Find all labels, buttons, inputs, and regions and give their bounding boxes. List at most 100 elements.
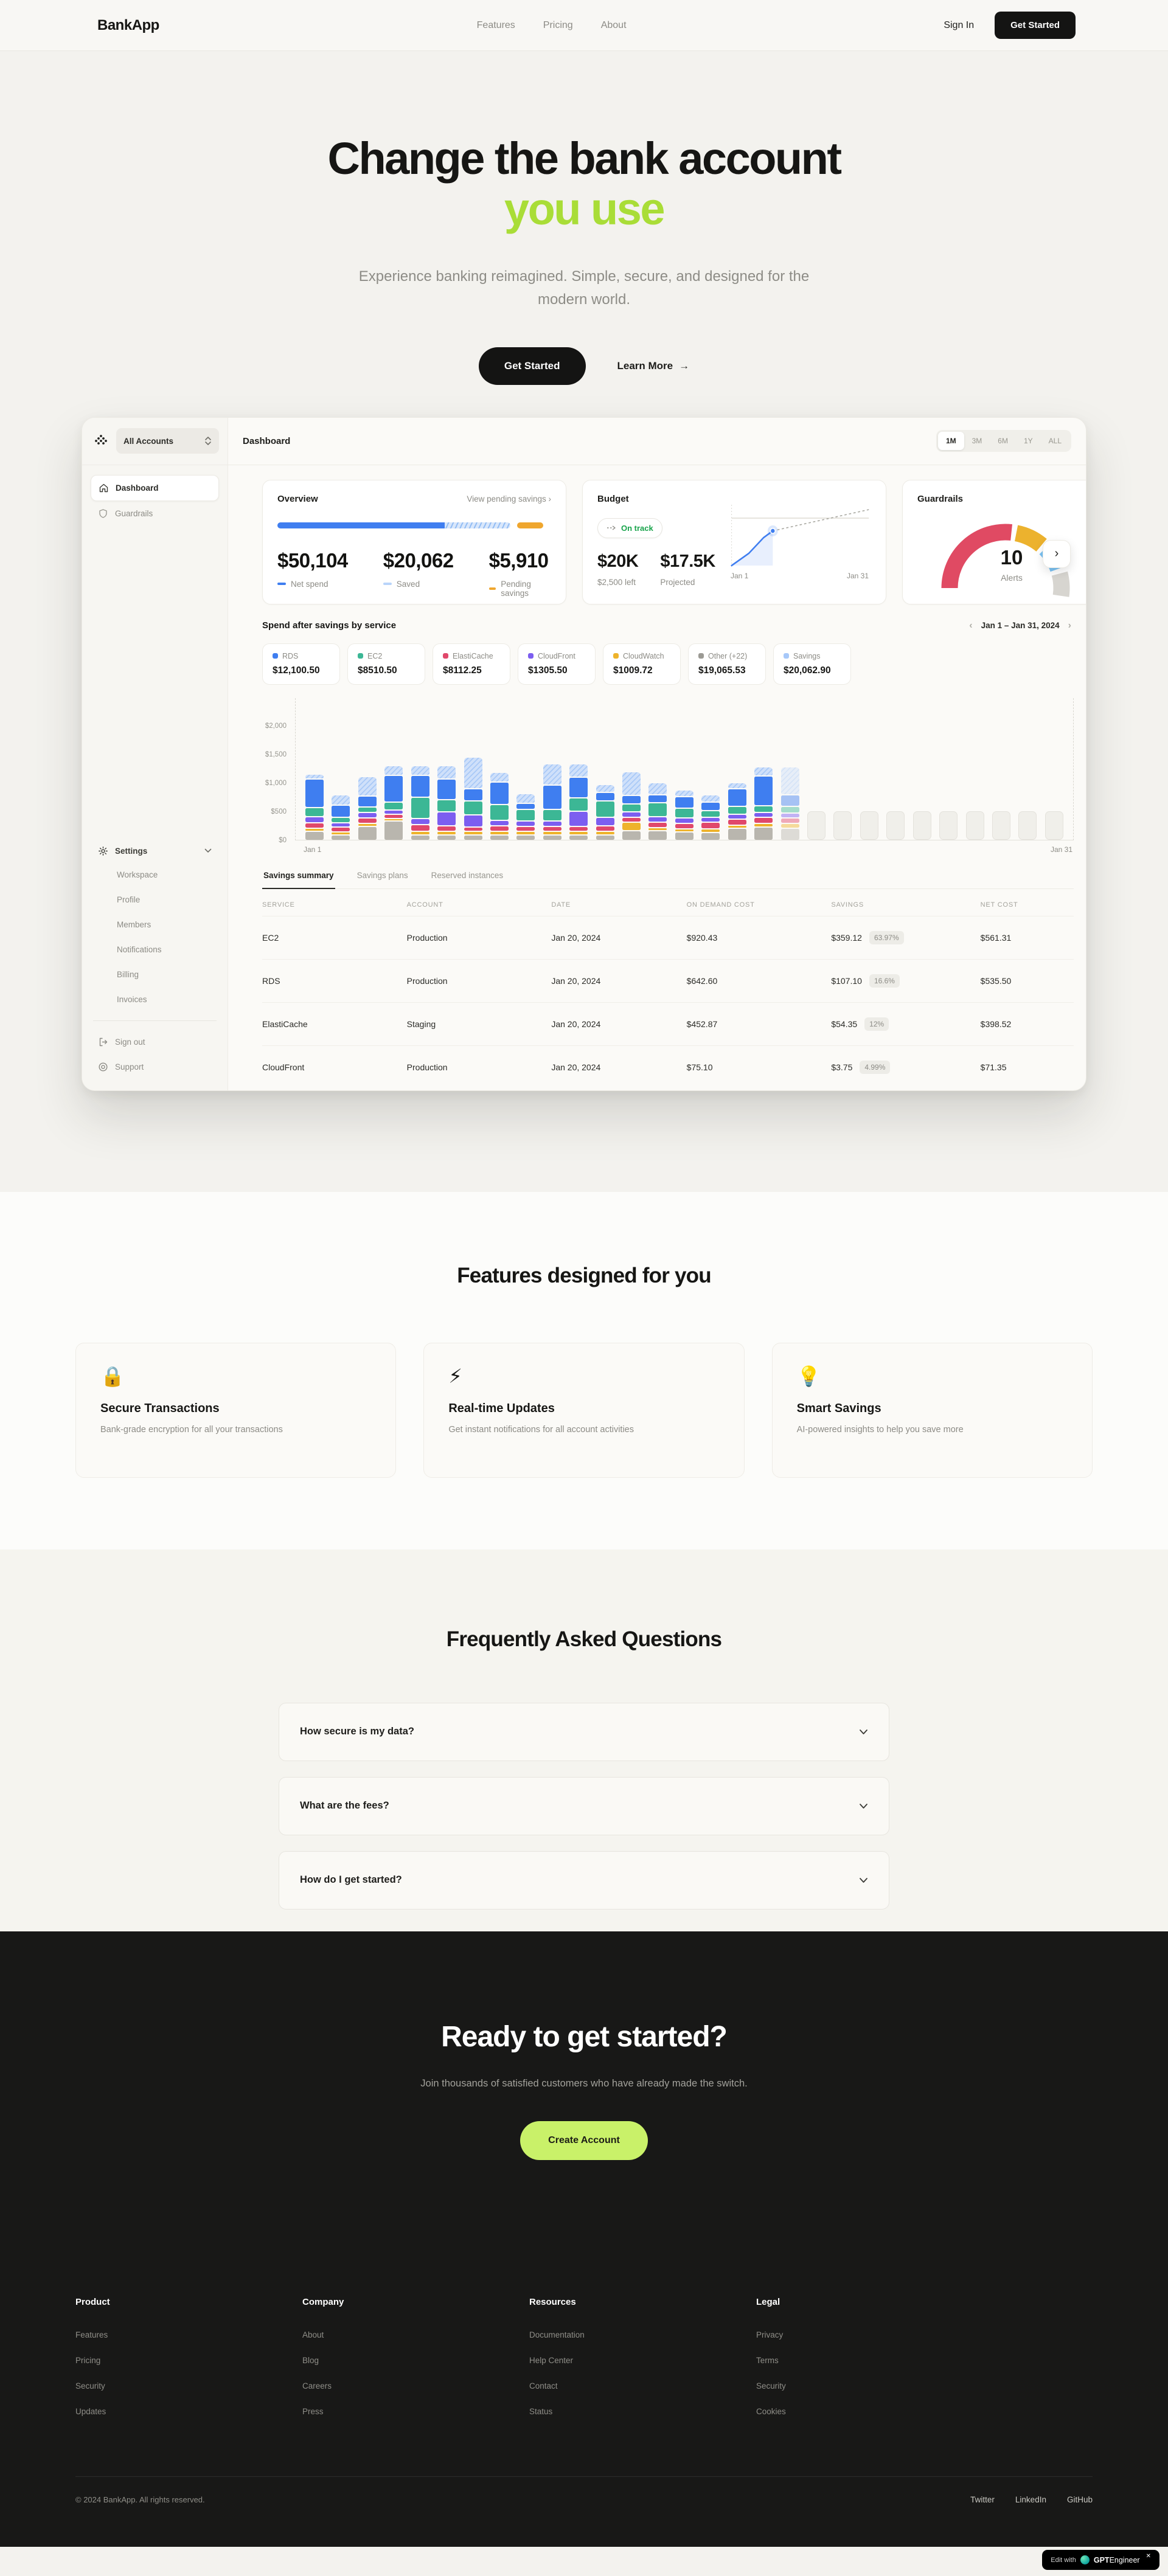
- footer-link[interactable]: Careers: [302, 2381, 332, 2391]
- sidebar-item-sign-out[interactable]: Sign out: [91, 1030, 219, 1054]
- footer: Product Features Pricing Security Updates Co…: [0, 2228, 1168, 2547]
- stacked-bar[interactable]: [675, 790, 693, 840]
- time-range-pill[interactable]: ALL: [1041, 432, 1069, 450]
- sidebar-subitem[interactable]: Notifications: [117, 944, 162, 954]
- stacked-bar[interactable]: [543, 764, 561, 840]
- table-column-header: ON DEMAND COST: [686, 901, 755, 909]
- brand-logo[interactable]: BankApp: [97, 16, 159, 33]
- footer-link[interactable]: Pricing: [75, 2355, 101, 2365]
- app-logo-icon: [95, 435, 107, 445]
- stacked-bar[interactable]: [490, 772, 509, 840]
- sidebar-subitem[interactable]: Workspace: [117, 870, 158, 879]
- table-row[interactable]: RDS Production Jan 20, 2024 $642.60 $107.10…: [262, 958, 1074, 1002]
- footer-link[interactable]: Cookies: [756, 2406, 786, 2416]
- features-section: Features designed for you 🔒 Secure Trans…: [0, 1191, 1168, 1549]
- hero-section: Change the bank account you use Experienc…: [0, 51, 1168, 1091]
- faq-section: Frequently Asked Questions How secure is…: [0, 1549, 1168, 1931]
- hero-get-started-button[interactable]: Get Started: [478, 347, 586, 385]
- table-tab[interactable]: Savings plans: [356, 870, 408, 880]
- sidebar-subitem[interactable]: Billing: [117, 969, 139, 979]
- nav-link[interactable]: Features: [476, 19, 515, 30]
- sidebar-item-dashboard[interactable]: Dashboard: [91, 474, 219, 501]
- learn-more-link[interactable]: Learn More →: [617, 359, 690, 372]
- sidebar-item-guardrails[interactable]: Guardrails: [91, 501, 219, 526]
- table-row[interactable]: EC2 Production Jan 20, 2024 $920.43 $359.12…: [262, 915, 1074, 959]
- stacked-bar[interactable]: [648, 783, 667, 840]
- life-ring-icon: [99, 1062, 108, 1072]
- footer-link[interactable]: Press: [302, 2406, 324, 2416]
- footer-link[interactable]: Terms: [756, 2355, 779, 2365]
- footer-link[interactable]: Features: [75, 2330, 108, 2339]
- service-chip[interactable]: Other (+22) $19,065.53: [688, 643, 766, 685]
- next-period-button[interactable]: ›: [1068, 620, 1071, 631]
- feature-card: 💡 Smart Savings AI-powered insights to h…: [771, 1342, 1093, 1478]
- stacked-bar[interactable]: [358, 777, 377, 840]
- sign-in-link[interactable]: Sign In: [944, 19, 975, 30]
- nav-link[interactable]: Pricing: [543, 19, 573, 30]
- service-chip[interactable]: EC2 $8510.50: [347, 643, 425, 685]
- gear-icon: [99, 846, 108, 856]
- stacked-bar[interactable]: [701, 795, 720, 840]
- footer-link[interactable]: Help Center: [529, 2355, 574, 2365]
- stacked-bar[interactable]: [516, 794, 535, 840]
- footer-link[interactable]: Blog: [302, 2355, 319, 2365]
- social-link[interactable]: GitHub: [1066, 2495, 1093, 2504]
- stacked-bar[interactable]: [464, 757, 482, 840]
- view-pending-savings-link[interactable]: View pending savings ›: [467, 494, 551, 504]
- stacked-bar[interactable]: [569, 764, 588, 840]
- sidebar-subitem[interactable]: Members: [117, 919, 151, 929]
- service-chip[interactable]: CloudWatch $1009.72: [603, 643, 681, 685]
- faq-item[interactable]: How secure is my data?: [279, 1702, 889, 1761]
- faq-item[interactable]: What are the fees?: [279, 1776, 889, 1835]
- nav-link[interactable]: About: [600, 19, 627, 30]
- account-switcher[interactable]: All Accounts: [116, 428, 219, 454]
- footer-link[interactable]: Security: [756, 2381, 786, 2391]
- get-started-button[interactable]: Get Started: [995, 12, 1076, 39]
- stacked-bar[interactable]: [780, 767, 799, 840]
- cards-next-button[interactable]: ›: [1043, 539, 1071, 568]
- table-row[interactable]: ElastiCache Staging Jan 20, 2024 $452.87 $5…: [262, 1002, 1074, 1045]
- feature-icon: ⚡: [448, 1365, 462, 1387]
- stacked-bar[interactable]: [411, 766, 429, 840]
- time-range-pill[interactable]: 1Y: [1016, 432, 1041, 450]
- stacked-bar[interactable]: [728, 783, 746, 840]
- savings-pct-badge: 63.97%: [869, 930, 904, 944]
- footer-link[interactable]: Contact: [529, 2381, 558, 2391]
- service-chip[interactable]: CloudFront $1305.50: [518, 643, 596, 685]
- budget-mini-chart: Jan 1 Jan 31: [728, 494, 871, 590]
- service-chip[interactable]: Savings $20,062.90: [773, 643, 851, 685]
- sidebar-item-support[interactable]: Support: [91, 1054, 219, 1079]
- table-tab[interactable]: Reserved instances: [431, 870, 504, 880]
- table-tab[interactable]: Savings summary: [262, 871, 335, 889]
- social-link[interactable]: LinkedIn: [1015, 2495, 1046, 2504]
- stacked-bar[interactable]: [622, 772, 641, 840]
- sidebar-subitem[interactable]: Profile: [117, 895, 141, 904]
- footer-link[interactable]: Privacy: [756, 2330, 784, 2339]
- time-range-pill[interactable]: 6M: [990, 432, 1016, 450]
- time-range-pill[interactable]: 1M: [937, 432, 964, 451]
- stacked-bar[interactable]: [754, 767, 773, 840]
- table-row[interactable]: CloudFront Production Jan 20, 2024 $75.10 $…: [262, 1045, 1074, 1089]
- service-chip[interactable]: ElastiCache $8112.25: [433, 643, 510, 685]
- service-chip[interactable]: RDS $12,100.50: [262, 643, 340, 685]
- create-account-button[interactable]: Create Account: [520, 2121, 648, 2160]
- gpt-engineer-badge[interactable]: Edit with GPTEngineer ✕: [1042, 2550, 1159, 2570]
- stacked-bar[interactable]: [332, 795, 350, 840]
- stacked-bar[interactable]: [305, 774, 324, 840]
- footer-link[interactable]: Updates: [75, 2406, 106, 2416]
- sidebar-item-settings[interactable]: Settings: [91, 840, 219, 862]
- stacked-bar[interactable]: [384, 766, 403, 840]
- time-range-pill[interactable]: 3M: [964, 432, 990, 450]
- social-link[interactable]: Twitter: [970, 2495, 995, 2504]
- stacked-bar[interactable]: [437, 766, 456, 840]
- close-icon[interactable]: ✕: [1145, 2553, 1151, 2560]
- stacked-bar[interactable]: [596, 785, 614, 840]
- footer-link[interactable]: Security: [75, 2381, 105, 2391]
- sidebar-subitem[interactable]: Invoices: [117, 994, 147, 1004]
- faq-item[interactable]: How do I get started?: [279, 1851, 889, 1909]
- service-color-dot: [443, 653, 448, 659]
- prev-period-button[interactable]: ‹: [969, 620, 973, 631]
- footer-link[interactable]: About: [302, 2330, 324, 2339]
- footer-link[interactable]: Status: [529, 2406, 553, 2416]
- footer-link[interactable]: Documentation: [529, 2330, 585, 2339]
